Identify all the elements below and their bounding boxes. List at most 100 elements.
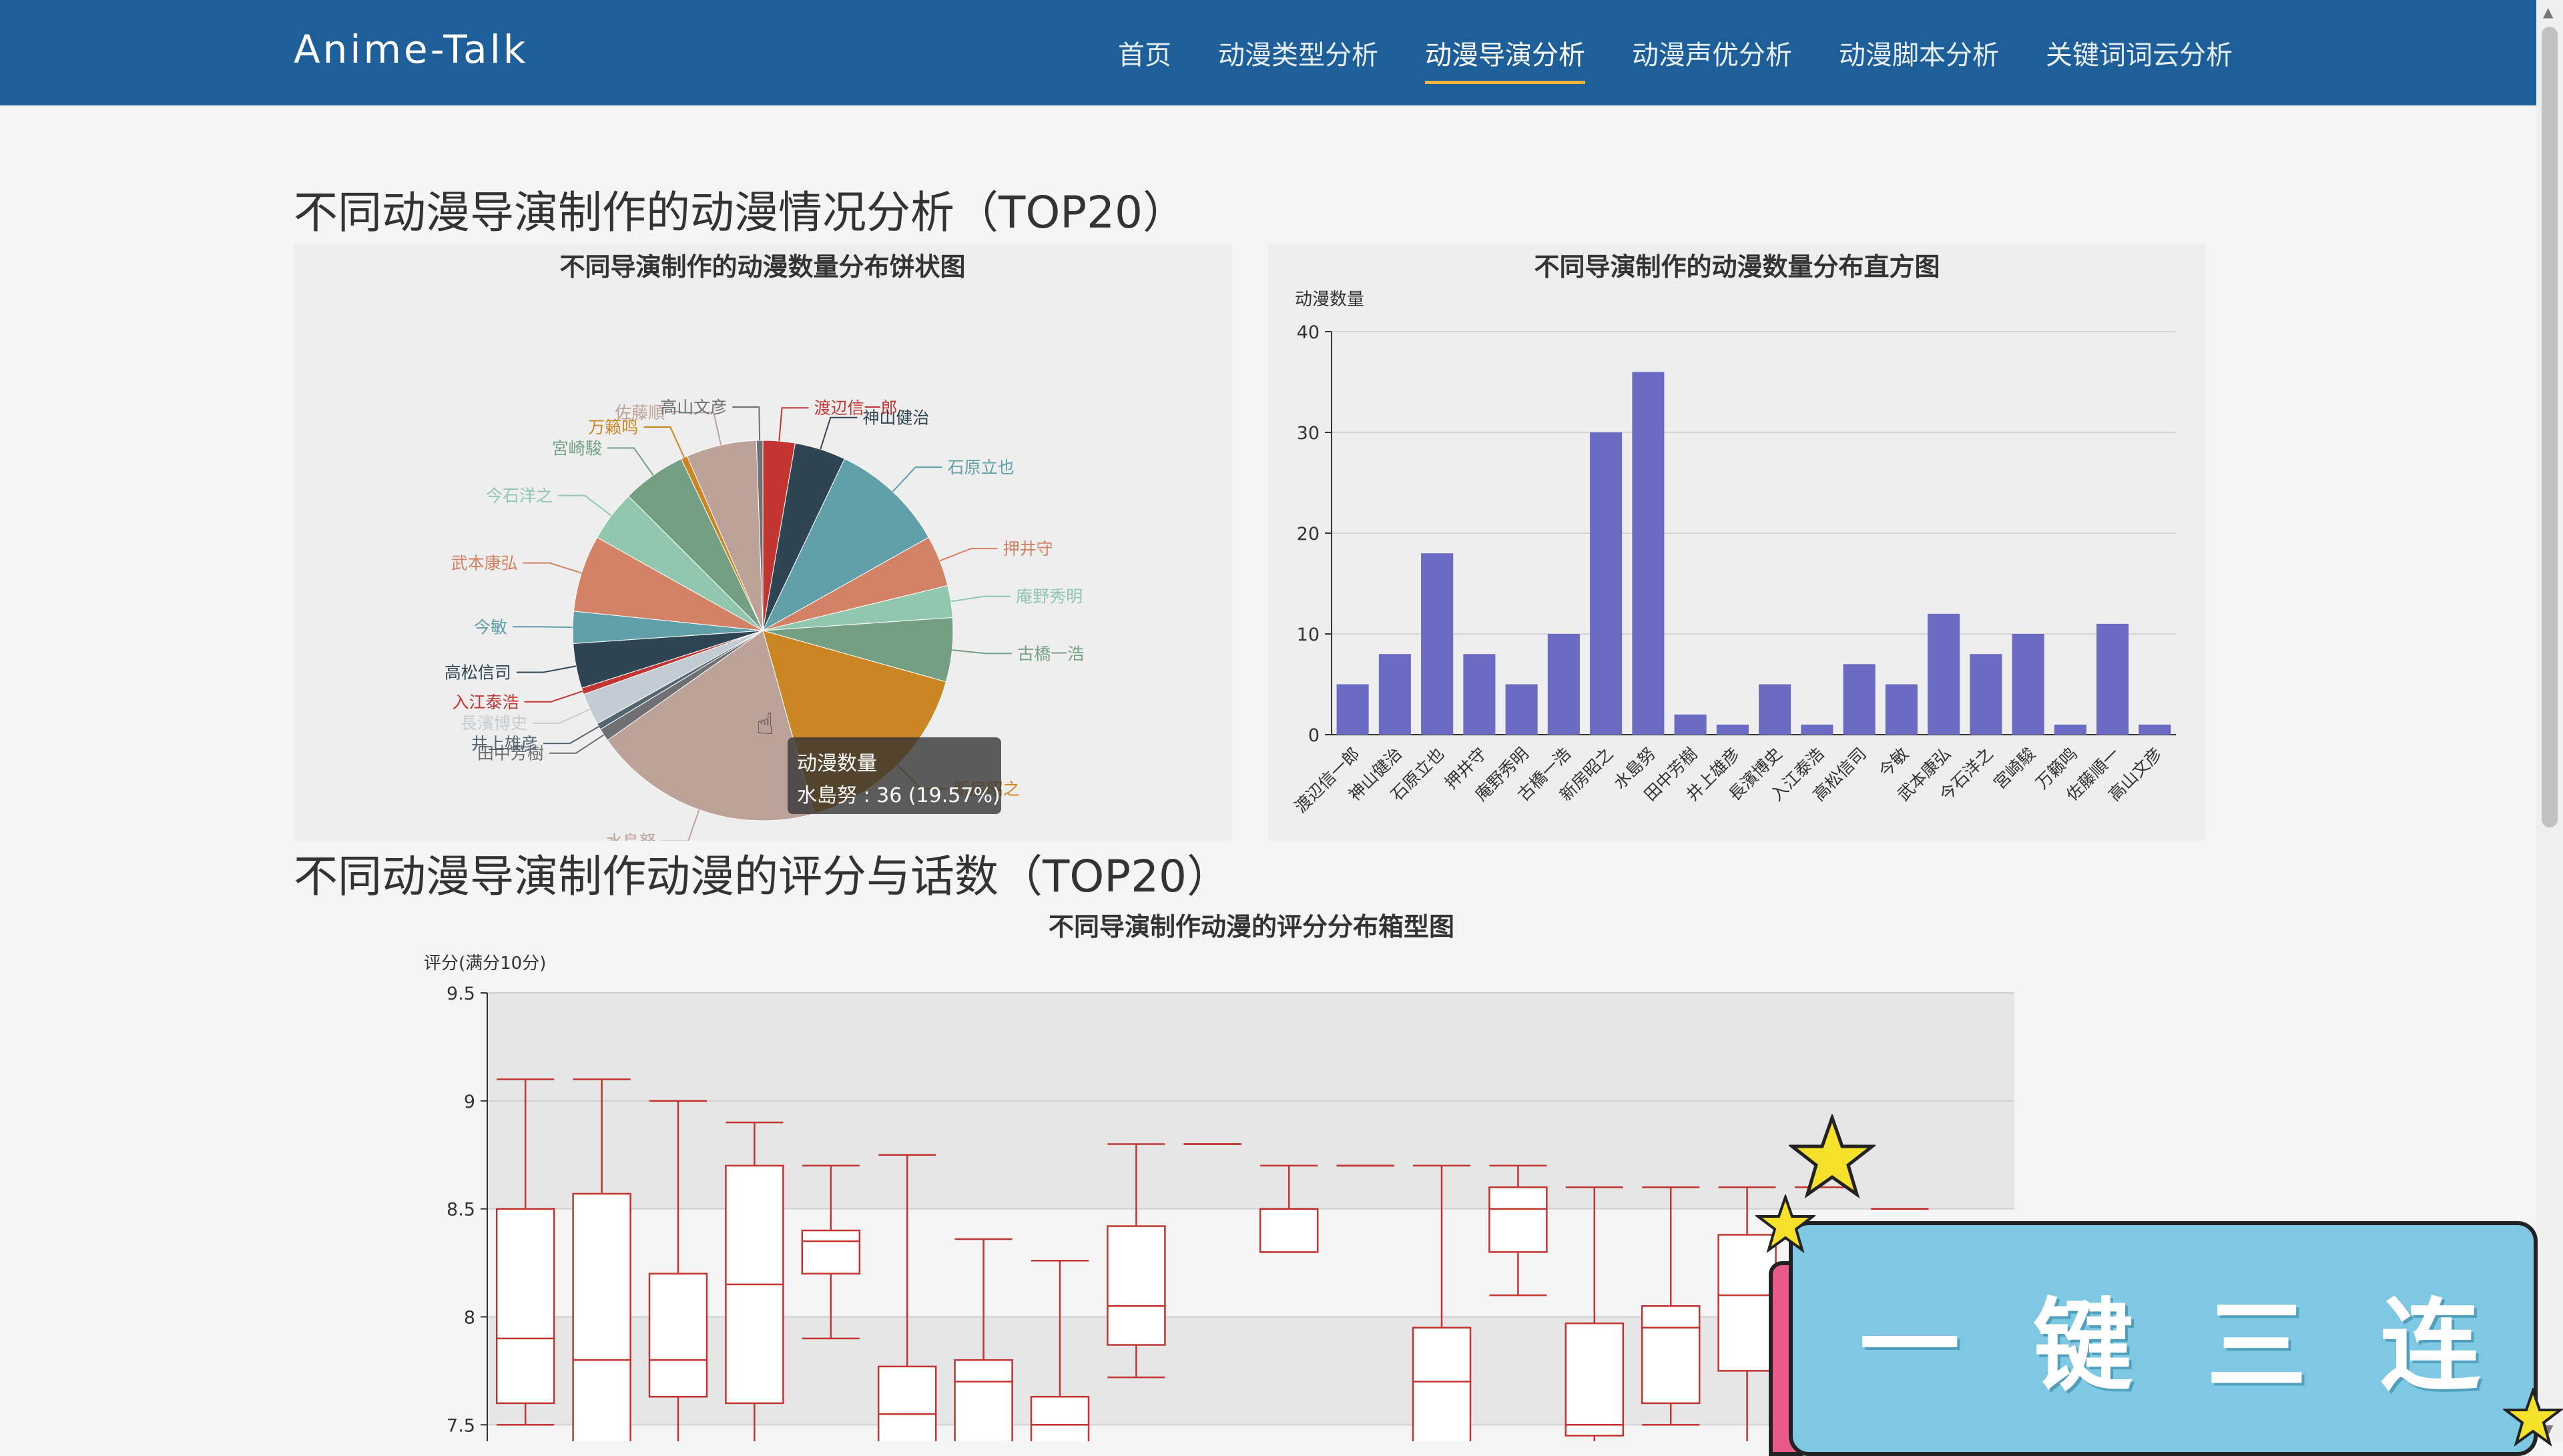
pie-label-line [516,665,577,673]
bar-chart-panel: 不同导演制作的动漫数量分布直方图 动漫数量 0 10 20 30 40 渡辺信一郎 神山健治石… [1268,244,2206,841]
pie-label: 井上雄彦 [471,734,538,753]
pie-label-line [523,562,582,574]
box-item[interactable] [801,1164,861,1340]
box-item[interactable] [1564,1186,1625,1441]
box-body [1564,1322,1625,1437]
pie-label: 水島努 [606,832,656,841]
pie-label-line [661,809,700,841]
box-item[interactable] [1717,1186,1777,1441]
box-body [495,1208,555,1405]
box-grid-band [487,993,2014,1101]
box-y-tick-label: 9.5 [447,984,475,1004]
page-scrollbar[interactable]: ▲ ▼ [2536,0,2563,1441]
box-y-tick-label: 8 [464,1307,475,1328]
top-navbar: Anime-Talk 首页 动漫类型分析 动漫导演分析 动漫声优分析 动漫脚本分… [0,0,2536,105]
bar[interactable] [1336,684,1369,735]
star-icon [2503,1388,2563,1447]
pie-label-line [778,407,809,442]
box-item[interactable] [572,1078,631,1441]
bar[interactable] [1970,654,2002,735]
box-item[interactable] [1412,1164,1472,1441]
pie-label-line [892,466,942,492]
nav-director-analysis[interactable]: 动漫导演分析 [1425,33,1585,84]
box-body [1030,1395,1090,1441]
bar[interactable] [1674,714,1707,735]
box-body [877,1365,937,1441]
nav-active-underline [1425,81,1585,84]
pie-label: 入江泰浩 [452,693,519,712]
box-y-tick-label: 7.5 [447,1415,475,1436]
bar[interactable] [1759,684,1791,735]
box-item[interactable] [877,1154,937,1441]
box-body [1412,1327,1472,1441]
nav-voice-actor-analysis[interactable]: 动漫声优分析 [1632,40,1792,71]
pie-label: 田中芳樹 [477,744,544,763]
promo-overlay[interactable]: 一键三连 [1755,1114,2563,1456]
box-item[interactable] [725,1121,784,1441]
pie-label-line [533,709,590,724]
box-item[interactable] [1641,1186,1701,1426]
box-body [1641,1305,1701,1405]
box-item[interactable] [1107,1143,1166,1379]
box-item[interactable] [954,1238,1013,1441]
scroll-up-arrow-icon[interactable]: ▲ [2543,4,2554,20]
bar[interactable] [1716,724,1749,735]
box-body [1717,1234,1777,1372]
pie-label-line [607,447,654,476]
pie-label: 高山文彦 [660,398,727,417]
section-title-director-score: 不同动漫导演制作动漫的评分与话数（TOP20） [294,851,1231,902]
star-icon [1789,1114,1876,1199]
bar[interactable] [1885,684,1918,735]
pie-chart[interactable]: 渡辺信一郎神山健治石原立也押井守庵野秀明古橋一浩新房昭之水島努田中芳樹井上雄彦長… [294,244,1231,841]
bar-y-tick-label: 0 [1308,725,1320,746]
box-grid-band [487,1100,2014,1209]
bar[interactable] [1801,724,1833,735]
bar[interactable] [1463,654,1496,735]
box-item[interactable] [648,1100,708,1441]
pie-label: 高松信司 [445,663,511,683]
box-item[interactable] [1488,1164,1548,1297]
pie-label: 今敏 [474,617,507,637]
bar[interactable] [1928,613,1960,735]
promo-text: 一键三连 [1860,1289,2554,1405]
bar-y-tick-label: 10 [1297,625,1320,645]
pie-label: 神山健治 [862,408,929,428]
brand-logo[interactable]: Anime-Talk [294,27,529,72]
bar[interactable] [2054,724,2086,735]
bar[interactable] [1590,432,1623,735]
bar[interactable] [1843,664,1876,735]
bar[interactable] [2096,623,2129,735]
bar-chart[interactable]: 动漫数量010203040渡辺信一郎神山健治石原立也押井守庵野秀明古橋一浩新房昭… [1268,244,2206,841]
box-y-axis-label: 评分(满分10分) [424,954,546,974]
box-item[interactable] [1259,1164,1319,1253]
promo-banner: 一键三连 [1789,1221,2538,1456]
pie-label-line [558,494,612,516]
mouse-pointer-icon: ☝ [756,707,774,741]
pie-slice[interactable] [607,630,815,821]
nav-script-analysis[interactable]: 动漫脚本分析 [1839,40,1999,71]
nav-wordcloud-analysis[interactable]: 关键词词云分析 [2046,40,2233,71]
scroll-thumb[interactable] [2542,27,2558,827]
bar[interactable] [2012,634,2044,735]
pie-slice[interactable] [573,536,764,631]
bar[interactable] [1378,654,1411,735]
bar[interactable] [1632,372,1665,735]
box-chart[interactable]: 评分(满分10分) 7.5 8 8.5 9 9.5 [294,901,2209,1441]
nav-home[interactable]: 首页 [1118,40,1171,71]
nav-genre-analysis[interactable]: 动漫类型分析 [1218,40,1378,71]
bar-x-tick-label: 渡辺信一郎 [1291,744,1364,817]
box-item[interactable] [1030,1260,1090,1441]
box-item[interactable] [495,1078,555,1426]
pie-label-line [543,726,599,745]
box-body [801,1229,861,1275]
bar-x-tick-label: 宮崎駿 [1990,744,2039,793]
bar[interactable] [1421,553,1454,735]
box-y-tick-label: 9 [464,1092,475,1112]
pie-slice[interactable] [762,458,930,632]
bar[interactable] [1547,634,1580,735]
pie-label-line [950,595,1011,603]
box-body [1107,1225,1166,1346]
bar[interactable] [2139,724,2171,735]
box-body [1259,1208,1319,1253]
bar[interactable] [1505,684,1538,735]
